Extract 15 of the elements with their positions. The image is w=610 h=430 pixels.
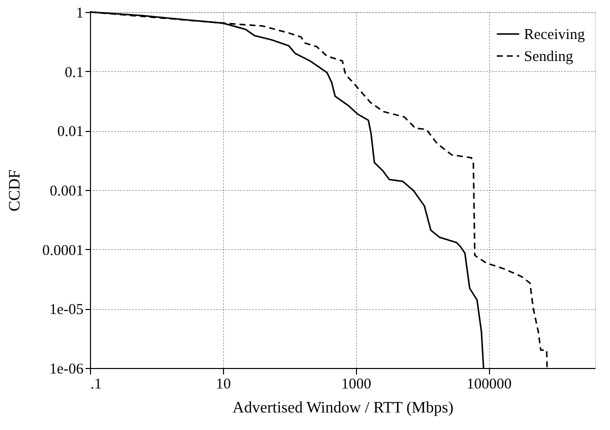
y-tick-label: 0.001 [50, 184, 84, 200]
x-tick-label: 10 [216, 376, 231, 392]
legend-label: Sending [524, 49, 574, 65]
y-tick-label: 0.01 [57, 124, 84, 140]
y-axis-title: CCDF [6, 170, 24, 212]
y-tick-label: 1e-05 [49, 302, 84, 318]
legend-label: Receiving [524, 27, 586, 43]
x-tick-label: 1000 [341, 376, 372, 392]
y-tick-label: 0.1 [64, 64, 84, 81]
y-tick-label: 1 [76, 6, 84, 22]
y-tick-label: 1e-06 [49, 362, 84, 378]
x-axis-title: Advertised Window / RTT (Mbps) [232, 400, 454, 416]
x-tick-label: 100000 [466, 376, 512, 392]
x-tick-label: .1 [90, 376, 102, 392]
y-tick-label: 0.0001 [42, 242, 84, 259]
